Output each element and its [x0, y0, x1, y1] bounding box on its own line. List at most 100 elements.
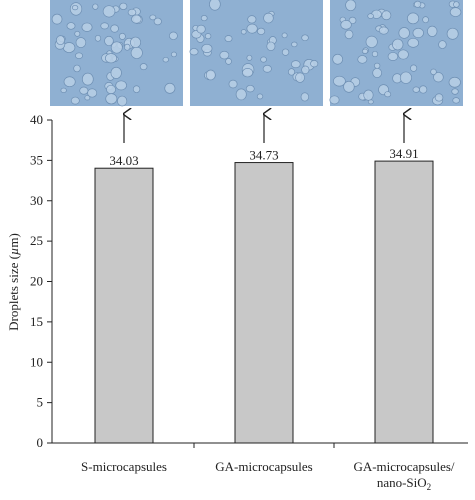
droplet	[348, 16, 357, 25]
droplet	[139, 63, 148, 71]
droplet	[102, 5, 116, 18]
droplet	[384, 91, 392, 98]
droplet	[200, 15, 208, 22]
droplet	[367, 13, 374, 19]
micrograph-image	[189, 0, 323, 106]
value-labels: 34.03 34.73 34.91	[109, 146, 418, 168]
droplet	[427, 25, 438, 37]
droplet	[300, 92, 310, 102]
droplet	[162, 56, 169, 63]
x-tick-label: GA-microcapsules	[215, 459, 313, 474]
droplet	[73, 64, 81, 73]
droplet	[104, 35, 114, 47]
droplet	[170, 51, 177, 58]
droplet	[100, 22, 109, 30]
droplet	[452, 97, 460, 104]
droplet	[94, 34, 102, 42]
droplet	[201, 43, 213, 54]
droplet	[357, 55, 368, 64]
droplet	[412, 86, 420, 93]
y-tick-label: 25	[30, 233, 43, 248]
droplet	[256, 93, 264, 100]
droplet	[291, 60, 301, 69]
droplet	[205, 69, 216, 81]
droplet	[438, 40, 447, 49]
droplet	[344, 29, 354, 40]
value-label: 34.73	[249, 148, 278, 163]
droplet	[453, 1, 460, 8]
droplet	[84, 95, 91, 101]
droplet	[132, 85, 141, 94]
droplet	[410, 64, 418, 72]
droplet	[361, 48, 369, 54]
droplet	[419, 85, 428, 94]
droplet	[449, 7, 462, 17]
droplet	[392, 38, 404, 51]
droplet	[74, 30, 81, 37]
droplet	[291, 41, 298, 48]
droplet	[329, 95, 340, 105]
droplet	[106, 84, 116, 95]
droplet	[240, 29, 247, 35]
droplet	[92, 3, 99, 10]
droplet	[70, 96, 80, 105]
droplet	[398, 27, 410, 39]
droplet	[340, 20, 352, 30]
droplet	[105, 53, 118, 64]
droplet	[55, 35, 65, 46]
droplet	[81, 22, 93, 32]
droplet	[345, 0, 357, 12]
droplet	[381, 10, 392, 21]
droplet	[262, 64, 272, 73]
droplet	[448, 76, 461, 88]
droplet	[245, 84, 255, 93]
droplet	[378, 26, 389, 35]
droplet	[115, 80, 127, 91]
droplet	[365, 35, 378, 48]
droplet	[169, 31, 178, 41]
droplet	[343, 80, 355, 93]
droplet	[387, 52, 399, 61]
droplet	[105, 93, 118, 105]
y-tick-label: 30	[30, 193, 43, 208]
micrograph-image	[329, 0, 463, 106]
droplet	[422, 16, 429, 24]
droplet	[372, 67, 382, 78]
y-tick-label: 15	[30, 314, 43, 329]
droplet	[247, 15, 257, 24]
droplet	[246, 23, 258, 34]
droplet	[235, 88, 247, 101]
droplet	[209, 0, 221, 11]
micrograph-image	[50, 0, 183, 107]
value-label: 34.91	[389, 146, 418, 161]
micrograph-images	[50, 0, 463, 107]
droplet	[451, 88, 459, 95]
droplet	[242, 68, 254, 78]
droplet	[399, 71, 412, 84]
droplet	[127, 8, 137, 17]
droplet	[287, 68, 296, 76]
x-tick-label: GA-microcapsules/nano-SiO2	[353, 459, 455, 492]
droplet	[295, 72, 305, 83]
droplet	[219, 50, 230, 60]
y-tick-label: 35	[30, 152, 43, 167]
value-label: 34.03	[109, 153, 138, 168]
droplet	[149, 14, 157, 21]
droplet	[60, 87, 67, 93]
droplet	[75, 37, 87, 48]
bar	[94, 167, 154, 444]
droplet	[63, 76, 76, 88]
droplet	[371, 50, 379, 58]
droplet	[110, 41, 123, 54]
droplet	[397, 49, 409, 60]
y-tick-labels: 0 5 10 15 20 25 30 35 40	[30, 112, 43, 450]
droplet	[333, 75, 346, 87]
droplet	[118, 32, 126, 40]
droplet	[51, 13, 63, 25]
droplet	[332, 53, 343, 65]
droplet	[75, 52, 83, 59]
y-tick-label: 20	[30, 274, 43, 289]
droplet	[433, 72, 444, 83]
droplet	[131, 14, 142, 24]
